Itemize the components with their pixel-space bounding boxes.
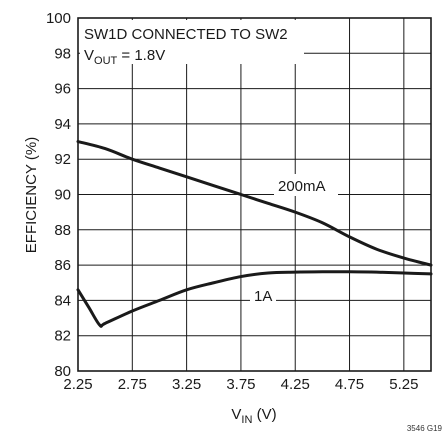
y-tick-label: 82	[54, 328, 71, 345]
x-axis-label-rest: (V)	[252, 406, 276, 423]
annotation-rest: = 1.8V	[117, 47, 165, 64]
y-tick-label: 94	[54, 116, 71, 133]
y-tick-label: 98	[54, 45, 71, 62]
y-tick-label: 80	[54, 363, 71, 380]
y-tick-label: 86	[54, 257, 71, 274]
annotation-sub: OUT	[94, 55, 118, 67]
series-label-1a: 1A	[254, 288, 272, 305]
series-line-200ma	[76, 140, 433, 267]
annotation-line-1: SW1D CONNECTED TO SW2	[84, 26, 288, 43]
series-label-200ma: 200mA	[278, 178, 326, 195]
series-line-1a	[76, 270, 433, 328]
x-tick-label: 2.75	[118, 376, 147, 393]
annotation-v: V	[84, 47, 94, 64]
y-tick-label: 90	[54, 187, 71, 204]
y-axis-label: EFFICIENCY (%)	[23, 137, 40, 253]
y-tick-label: 100	[46, 10, 71, 27]
figure-id: 3546 G19	[407, 424, 443, 433]
x-tick-label: 2.25	[63, 376, 92, 393]
x-tick-label: 5.25	[389, 376, 418, 393]
annotation-backdrop	[80, 20, 304, 64]
grid-lines	[78, 18, 431, 371]
annotation-line-2: VOUT = 1.8V	[84, 47, 165, 67]
data-curves	[76, 140, 433, 328]
x-axis-label: VIN (V)	[231, 406, 276, 426]
y-tick-label: 92	[54, 151, 71, 168]
x-tick-label: 4.75	[335, 376, 364, 393]
x-tick-label: 3.75	[226, 376, 255, 393]
plot-frame	[77, 17, 432, 372]
x-tick-label: 4.25	[281, 376, 310, 393]
y-tick-labels: 80 82 84 86 88 90 92 94 96 98 100	[46, 10, 71, 380]
x-tick-labels: 2.25 2.75 3.25 3.75 4.25 4.75 5.25	[63, 376, 418, 393]
x-tick-label: 3.25	[172, 376, 201, 393]
series-label-backdrop-1a	[250, 284, 276, 306]
y-tick-label: 96	[54, 81, 71, 98]
series-label-backdrop-200ma	[274, 174, 338, 196]
x-axis-label-v: V	[231, 406, 241, 423]
y-tick-label: 84	[54, 292, 71, 309]
y-tick-label: 88	[54, 222, 71, 239]
x-axis-label-sub: IN	[241, 414, 252, 426]
